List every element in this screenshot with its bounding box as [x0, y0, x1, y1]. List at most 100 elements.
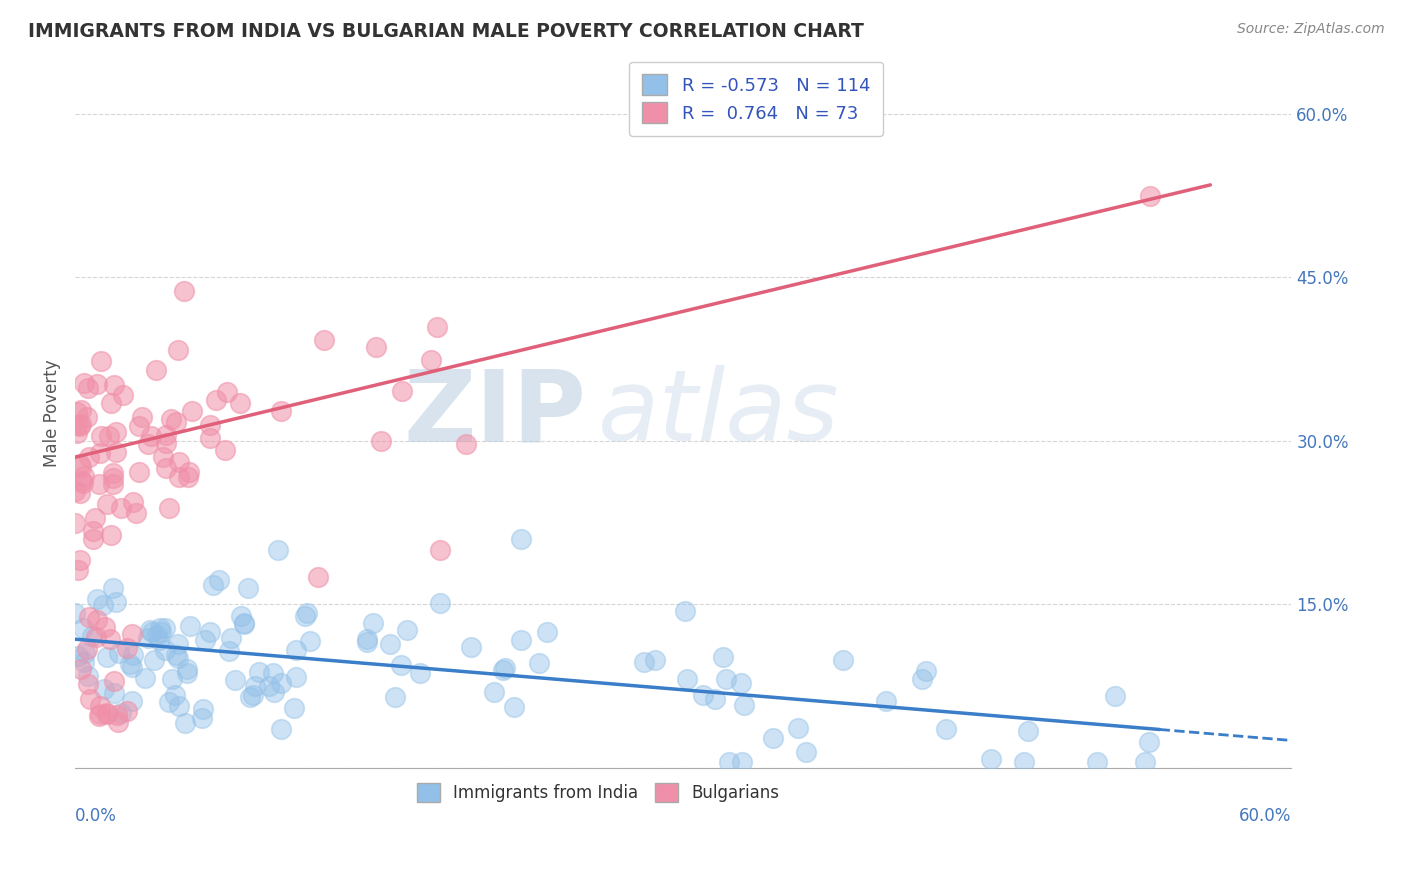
- Point: [120, 657, 142, 671]
- Point: [915, 665, 938, 679]
- Point: [232, 616, 254, 631]
- Point: [69, 419, 91, 434]
- Point: [89, 699, 111, 714]
- Point: [141, 429, 163, 443]
- Point: [426, 320, 449, 334]
- Point: [165, 415, 187, 429]
- Point: [77, 668, 100, 682]
- Point: [122, 495, 145, 509]
- Point: [173, 284, 195, 298]
- Point: [460, 640, 482, 654]
- Point: [366, 340, 388, 354]
- Point: [831, 653, 853, 667]
- Point: [155, 461, 177, 475]
- Point: [294, 608, 316, 623]
- Point: [297, 606, 319, 620]
- Point: [89, 446, 111, 460]
- Point: [107, 708, 129, 723]
- Point: [200, 418, 222, 433]
- Point: [167, 455, 190, 469]
- Point: [762, 731, 785, 746]
- Point: [136, 437, 159, 451]
- Point: [111, 388, 134, 402]
- Point: [87, 476, 110, 491]
- Point: [1104, 689, 1126, 703]
- Point: [69, 486, 91, 500]
- Point: [76, 381, 98, 395]
- Point: [786, 721, 808, 735]
- Point: [167, 470, 190, 484]
- Point: [107, 714, 129, 729]
- Point: [93, 681, 115, 696]
- Point: [72, 476, 94, 491]
- Point: [65, 606, 87, 620]
- Point: [155, 435, 177, 450]
- Point: [167, 637, 190, 651]
- Point: [84, 630, 107, 644]
- Point: [98, 632, 121, 646]
- Point: [103, 466, 125, 480]
- Point: [77, 609, 100, 624]
- Point: [284, 670, 307, 684]
- Point: [1133, 756, 1156, 770]
- Point: [205, 393, 228, 408]
- Point: [73, 376, 96, 391]
- Point: [136, 632, 159, 646]
- Point: [103, 674, 125, 689]
- Point: [633, 655, 655, 669]
- Point: [389, 658, 412, 673]
- Point: [141, 624, 163, 639]
- Point: [148, 633, 170, 648]
- Point: [270, 403, 292, 417]
- Point: [263, 684, 285, 698]
- Point: [270, 722, 292, 736]
- Point: [378, 637, 401, 651]
- Point: [198, 624, 221, 639]
- Point: [285, 642, 308, 657]
- Point: [935, 722, 957, 736]
- Point: [66, 425, 89, 440]
- Point: [105, 595, 128, 609]
- Point: [176, 666, 198, 681]
- Point: [67, 648, 90, 663]
- Point: [794, 745, 817, 759]
- Point: [1012, 756, 1035, 770]
- Text: Source: ZipAtlas.com: Source: ZipAtlas.com: [1237, 22, 1385, 37]
- Point: [72, 622, 94, 636]
- Point: [177, 465, 200, 479]
- Point: [492, 664, 515, 678]
- Point: [361, 615, 384, 630]
- Point: [86, 613, 108, 627]
- Point: [84, 511, 107, 525]
- Point: [733, 698, 755, 712]
- Point: [73, 646, 96, 660]
- Point: [96, 706, 118, 720]
- Point: [87, 709, 110, 723]
- Point: [529, 656, 551, 670]
- Point: [117, 640, 139, 655]
- Point: [108, 646, 131, 660]
- Text: 60.0%: 60.0%: [1239, 806, 1292, 824]
- Point: [122, 648, 145, 662]
- Point: [128, 418, 150, 433]
- Point: [911, 672, 934, 686]
- Point: [165, 648, 187, 662]
- Point: [1139, 735, 1161, 749]
- Point: [1017, 723, 1039, 738]
- Point: [676, 672, 699, 686]
- Point: [82, 524, 104, 538]
- Point: [153, 621, 176, 635]
- Point: [420, 353, 443, 368]
- Point: [176, 662, 198, 676]
- Point: [110, 706, 132, 720]
- Point: [233, 617, 256, 632]
- Point: [89, 707, 111, 722]
- Point: [218, 644, 240, 658]
- Point: [262, 666, 284, 681]
- Point: [673, 604, 696, 618]
- Point: [96, 706, 118, 721]
- Point: [484, 685, 506, 699]
- Point: [77, 450, 100, 465]
- Point: [703, 692, 725, 706]
- Point: [90, 429, 112, 443]
